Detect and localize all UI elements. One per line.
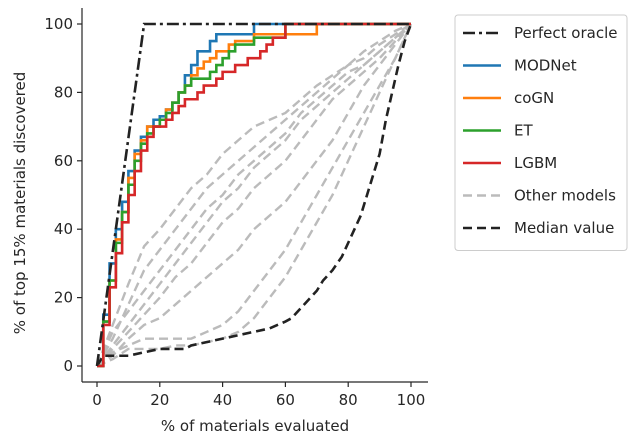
series-line-other-model-10 — [96, 23, 413, 367]
y-tick-label-60: 60 — [54, 152, 73, 170]
legend-label-cogn: coGN — [514, 89, 554, 107]
y-tick-label-80: 80 — [54, 83, 73, 101]
series-line-median-value — [95, 23, 413, 367]
x-tick-label-20: 20 — [150, 391, 169, 409]
y-axis-label: % of top 15% materials discovered — [11, 72, 29, 335]
series-line-et — [97, 22, 411, 368]
x-tick-label-100: 100 — [397, 391, 426, 409]
x-tick-label-80: 80 — [339, 391, 358, 409]
x-tick-label-60: 60 — [276, 391, 295, 409]
series-line-modnet — [97, 22, 411, 368]
series-line-other-model-7 — [95, 23, 412, 367]
series-line-lgbm — [97, 22, 411, 368]
y-tick-label-0: 0 — [63, 357, 73, 375]
series-line-other-model-6 — [95, 22, 412, 367]
series-line-other-model-8 — [96, 23, 412, 367]
y-tick-label-40: 40 — [54, 220, 73, 238]
y-tick-label-20: 20 — [54, 289, 73, 307]
series-line-other-model-9 — [96, 23, 412, 367]
legend-label-et: ET — [514, 122, 533, 140]
axes — [81, 8, 428, 383]
legend-box — [454, 14, 628, 251]
x-axis-label: % of materials evaluated — [161, 417, 349, 435]
series-line-perfect-oracle — [95, 22, 411, 367]
x-tick-label-0: 0 — [92, 391, 102, 409]
y-tick-label-100: 100 — [44, 15, 73, 33]
series-line-other-model-12 — [96, 23, 412, 368]
legend-label-lgbm: LGBM — [514, 154, 557, 172]
series-line-cogn — [97, 22, 411, 368]
legend-label-median-value: Median value — [514, 219, 614, 237]
legend-label-other-models: Other models — [514, 187, 616, 205]
ticks: 0 20 40 60 80 100 0 20 40 60 80 100 — [44, 15, 425, 409]
series-line-other-models — [95, 22, 412, 367]
series-line-other-model-11 — [96, 23, 413, 368]
legend-label-modnet: MODNet — [514, 57, 577, 75]
x-tick-label-40: 40 — [213, 391, 232, 409]
legend-label-perfect-oracle: Perfect oracle — [514, 24, 618, 42]
legend: Perfect oracle MODNet coGN ET LGBM Other mode… — [454, 14, 628, 251]
plot-series — [95, 22, 413, 368]
